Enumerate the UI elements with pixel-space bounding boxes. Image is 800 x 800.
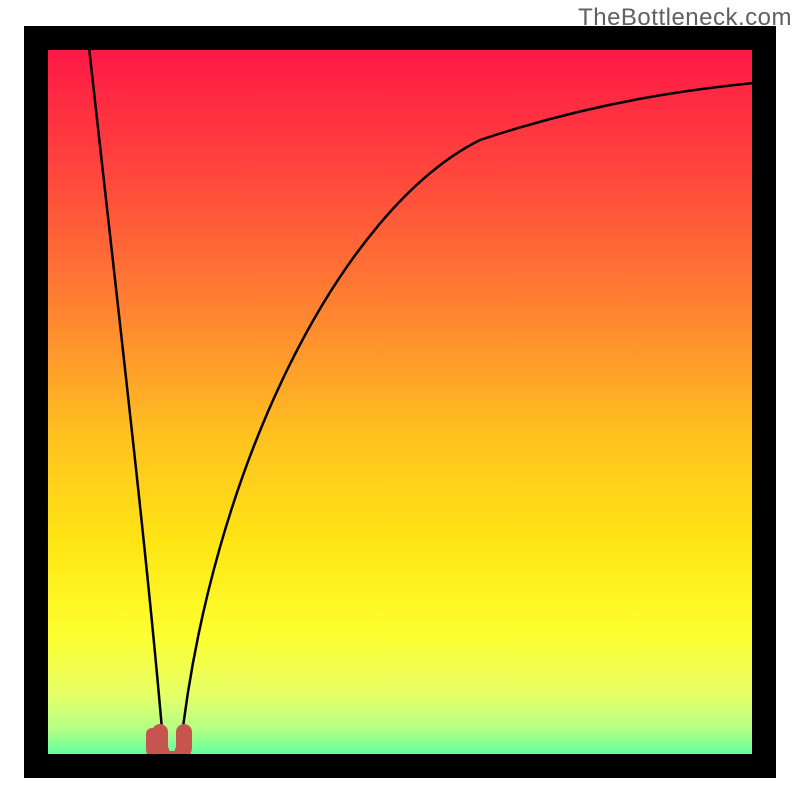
chart-canvas — [0, 0, 800, 800]
watermark-text: TheBottleneck.com — [578, 4, 792, 32]
curve-tip-marker-lobe — [152, 734, 162, 757]
gradient-background — [36, 38, 764, 766]
chart-root: TheBottleneck.com — [0, 0, 800, 800]
